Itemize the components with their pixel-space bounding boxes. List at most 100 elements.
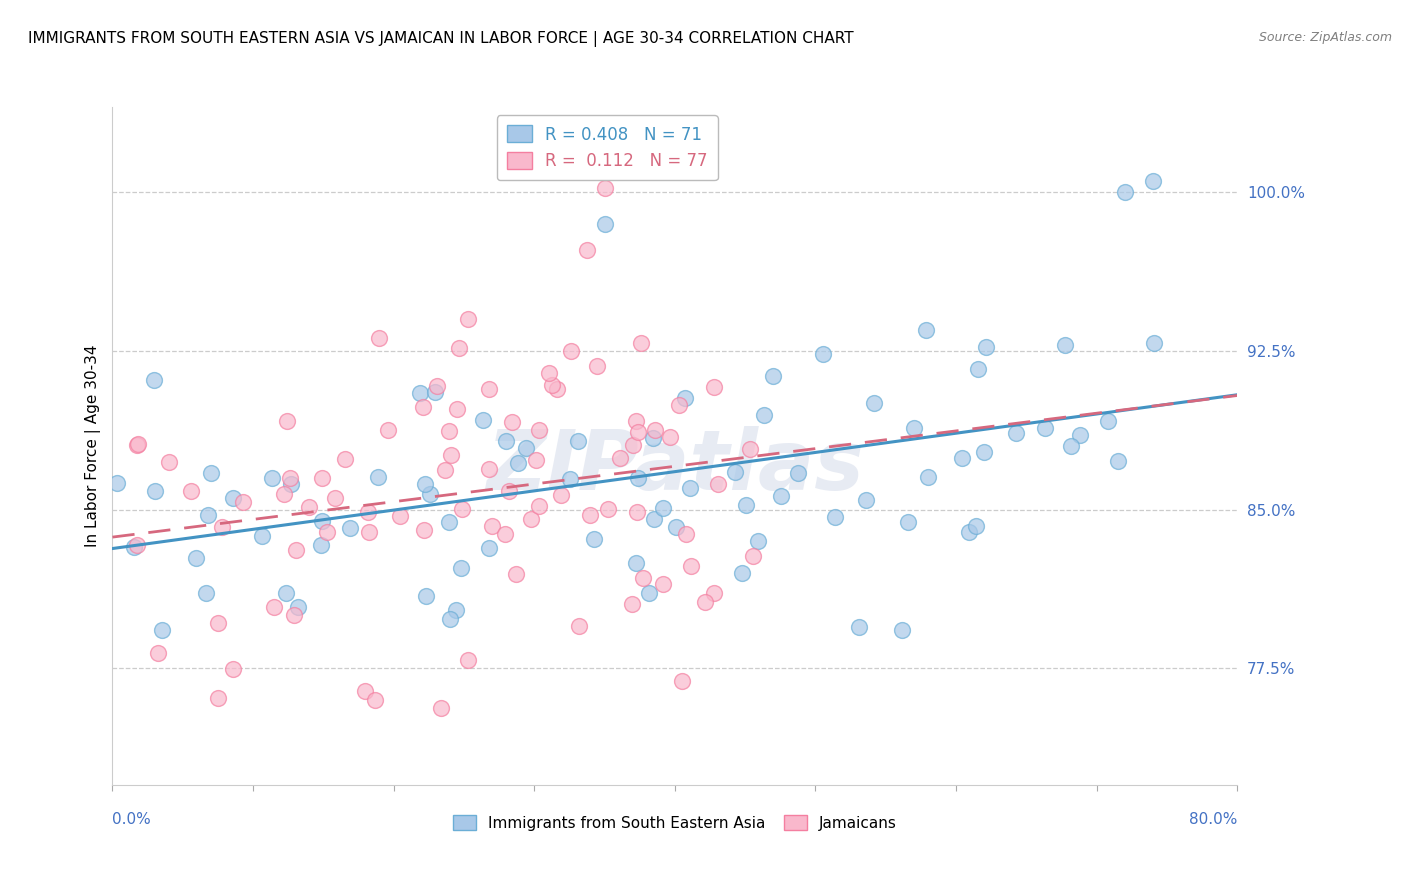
Point: [180, 483, 202, 498]
Point: [311, 539, 333, 553]
Point: [477, 382, 499, 396]
Point: [627, 471, 650, 485]
Point: [560, 472, 582, 486]
Point: [627, 425, 650, 439]
Point: [364, 693, 387, 707]
Point: [298, 500, 321, 515]
Point: [1142, 174, 1164, 188]
Point: [668, 398, 690, 412]
Point: [1114, 185, 1136, 199]
Point: [626, 505, 648, 519]
Point: [207, 690, 229, 705]
Point: [339, 521, 361, 535]
Point: [276, 414, 298, 428]
Point: [124, 541, 146, 555]
Point: [824, 510, 846, 524]
Point: [1107, 454, 1129, 468]
Point: [105, 476, 128, 491]
Point: [596, 501, 619, 516]
Point: [742, 549, 765, 563]
Point: [157, 455, 180, 469]
Point: [357, 505, 380, 519]
Point: [703, 380, 725, 394]
Point: [658, 430, 681, 444]
Point: [143, 484, 166, 499]
Point: [1069, 427, 1091, 442]
Point: [752, 408, 775, 422]
Point: [276, 586, 298, 600]
Point: [735, 498, 758, 512]
Point: [311, 514, 333, 528]
Point: [855, 493, 877, 508]
Point: [1059, 439, 1081, 453]
Point: [707, 477, 730, 491]
Point: [671, 674, 693, 689]
Point: [412, 400, 434, 414]
Point: [621, 438, 644, 452]
Point: [495, 434, 517, 449]
Point: [412, 523, 434, 537]
Point: [973, 444, 995, 458]
Point: [631, 571, 654, 585]
Point: [450, 561, 472, 575]
Point: [537, 366, 560, 380]
Point: [914, 323, 936, 337]
Point: [433, 463, 456, 477]
Point: [679, 481, 702, 495]
Point: [652, 576, 675, 591]
Point: [494, 526, 516, 541]
Point: [472, 413, 495, 427]
Point: [582, 532, 605, 546]
Text: ZIPatlas: ZIPatlas: [486, 425, 863, 507]
Point: [451, 501, 474, 516]
Point: [568, 619, 591, 633]
Point: [415, 590, 437, 604]
Point: [367, 470, 389, 484]
Point: [1053, 338, 1076, 352]
Point: [323, 491, 346, 506]
Point: [446, 402, 468, 417]
Point: [813, 346, 835, 360]
Point: [546, 382, 568, 396]
Point: [478, 462, 501, 476]
Point: [638, 586, 661, 600]
Point: [478, 541, 501, 556]
Point: [142, 373, 165, 387]
Point: [439, 612, 461, 626]
Point: [232, 495, 254, 509]
Point: [965, 519, 987, 533]
Point: [848, 619, 870, 633]
Point: [409, 385, 432, 400]
Legend: Immigrants from South Eastern Asia, Jamaicans: Immigrants from South Eastern Asia, Jama…: [446, 807, 904, 838]
Point: [891, 623, 914, 637]
Point: [263, 600, 285, 615]
Point: [333, 452, 356, 467]
Point: [368, 331, 391, 345]
Point: [976, 340, 998, 354]
Point: [967, 362, 990, 376]
Point: [457, 653, 479, 667]
Point: [186, 550, 208, 565]
Point: [747, 533, 769, 548]
Point: [624, 556, 647, 570]
Text: IMMIGRANTS FROM SOUTH EASTERN ASIA VS JAMAICAN IN LABOR FORCE | AGE 30-34 CORREL: IMMIGRANTS FROM SOUTH EASTERN ASIA VS JA…: [28, 31, 853, 47]
Point: [280, 476, 302, 491]
Point: [586, 359, 609, 373]
Point: [440, 448, 463, 462]
Point: [515, 441, 537, 455]
Point: [621, 597, 644, 611]
Point: [567, 434, 589, 448]
Point: [413, 477, 436, 491]
Point: [762, 368, 785, 383]
Point: [738, 442, 761, 456]
Point: [377, 423, 399, 437]
Point: [540, 377, 562, 392]
Point: [197, 508, 219, 522]
Point: [1143, 336, 1166, 351]
Point: [609, 451, 631, 466]
Point: [903, 421, 925, 435]
Point: [501, 415, 523, 429]
Point: [353, 684, 375, 698]
Point: [651, 500, 673, 515]
Point: [644, 423, 666, 437]
